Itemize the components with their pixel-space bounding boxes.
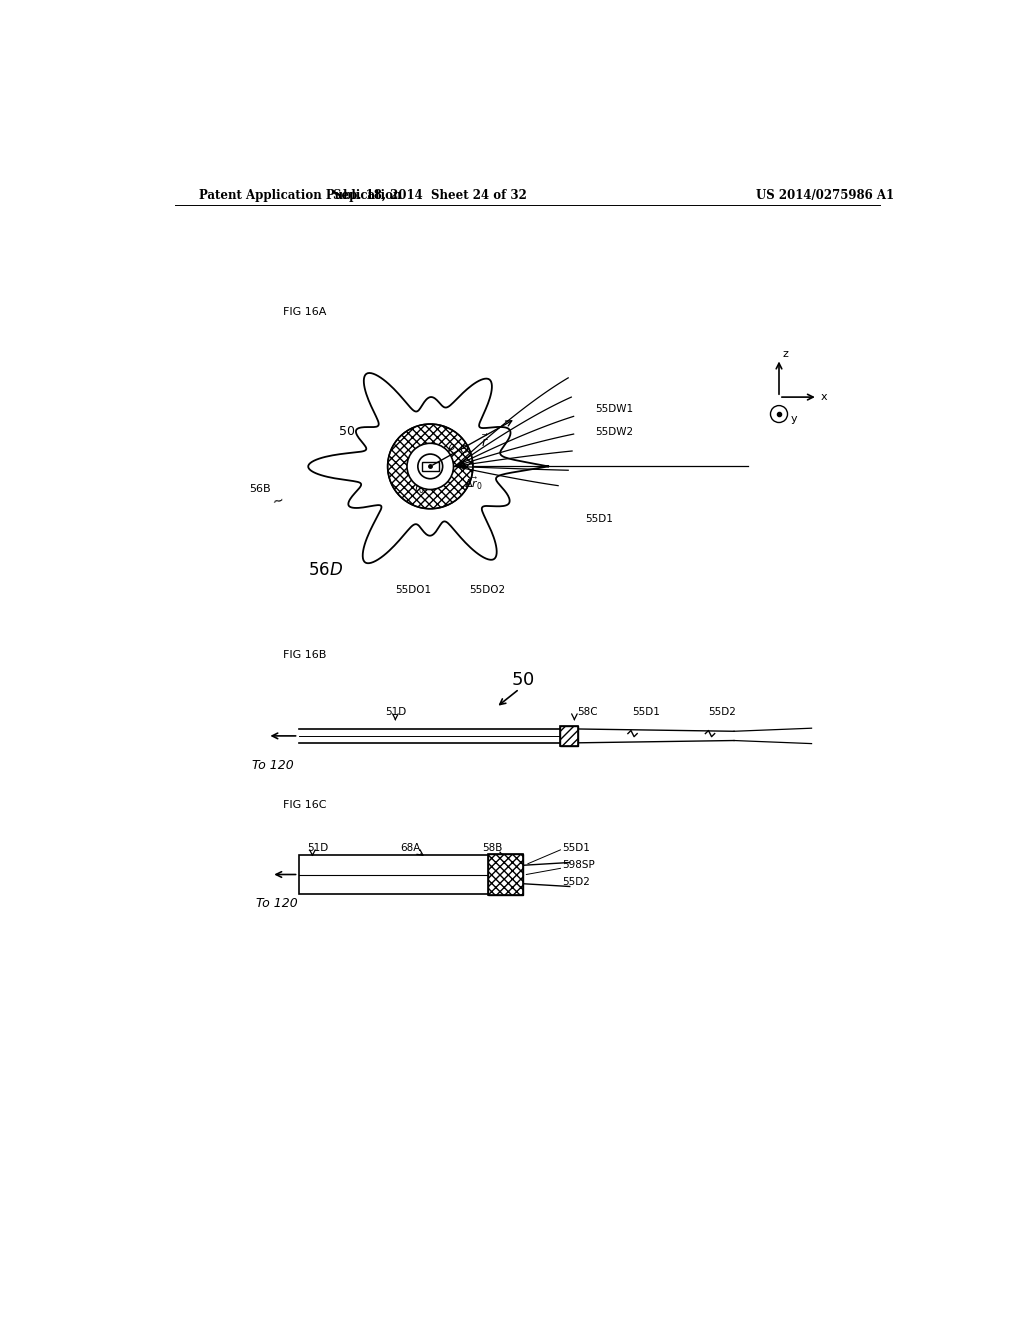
Text: US 2014/0275986 A1: US 2014/0275986 A1 <box>757 189 895 202</box>
Bar <box>488 854 523 895</box>
Text: 55DO2: 55DO2 <box>469 585 505 594</box>
Text: 55DO1: 55DO1 <box>395 585 431 594</box>
Text: FIG 16C: FIG 16C <box>283 800 327 810</box>
Text: 55DW1: 55DW1 <box>595 404 634 413</box>
Text: 51D: 51D <box>307 842 329 853</box>
Text: $\Theta$: $\Theta$ <box>459 444 469 455</box>
Text: $\vec{r}_0$: $\vec{r}_0$ <box>414 479 425 496</box>
Text: 55DW2: 55DW2 <box>595 426 634 437</box>
Text: Patent Application Publication: Patent Application Publication <box>200 189 401 202</box>
Text: 55D1: 55D1 <box>562 842 590 853</box>
Bar <box>560 726 578 746</box>
Circle shape <box>770 405 787 422</box>
Text: 68A: 68A <box>400 842 421 853</box>
Text: x: x <box>821 392 827 403</box>
Text: 55D2: 55D2 <box>562 878 590 887</box>
Text: FIG 16A: FIG 16A <box>283 308 327 317</box>
Circle shape <box>418 454 442 479</box>
Text: FIG 16B: FIG 16B <box>283 649 327 660</box>
Text: $\Delta\vec{r}_0$: $\Delta\vec{r}_0$ <box>464 475 482 491</box>
Circle shape <box>388 424 473 508</box>
Text: 58C: 58C <box>578 708 598 717</box>
Text: $\rho$: $\rho$ <box>447 442 457 454</box>
Text: y: y <box>791 413 798 424</box>
Text: 598SP: 598SP <box>562 861 595 870</box>
Text: To 120: To 120 <box>256 898 298 911</box>
Text: 55D2: 55D2 <box>708 708 735 717</box>
Bar <box>488 854 523 895</box>
Text: z: z <box>782 348 788 359</box>
Text: 56B: 56B <box>249 484 270 495</box>
Text: $\vec{r}$: $\vec{r}$ <box>480 434 488 450</box>
Circle shape <box>407 444 454 490</box>
Text: To 120: To 120 <box>252 759 294 772</box>
Bar <box>299 855 523 894</box>
Text: 50: 50 <box>339 425 355 438</box>
Text: $50$: $50$ <box>511 671 535 689</box>
Text: 58B: 58B <box>482 842 503 853</box>
Text: ~: ~ <box>270 492 285 510</box>
Text: $56D$: $56D$ <box>308 561 343 579</box>
Text: 51D: 51D <box>385 708 406 717</box>
Bar <box>560 726 578 746</box>
Text: 55D1: 55D1 <box>632 708 659 717</box>
Bar <box>422 462 438 471</box>
Text: 55D1: 55D1 <box>586 513 613 524</box>
Text: Sep. 18, 2014  Sheet 24 of 32: Sep. 18, 2014 Sheet 24 of 32 <box>334 189 527 202</box>
